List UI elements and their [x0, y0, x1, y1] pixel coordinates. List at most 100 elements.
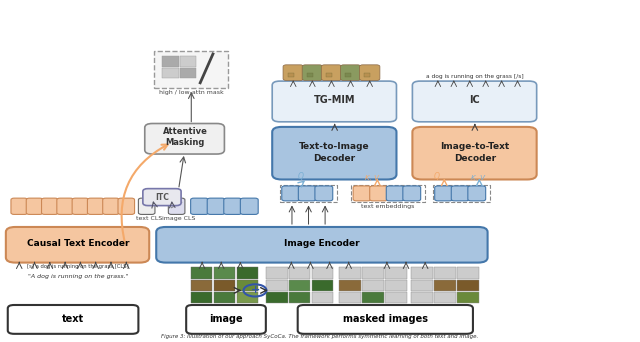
FancyBboxPatch shape: [283, 65, 303, 80]
FancyBboxPatch shape: [154, 51, 228, 88]
FancyBboxPatch shape: [362, 279, 384, 291]
FancyBboxPatch shape: [385, 267, 406, 279]
FancyBboxPatch shape: [88, 198, 104, 214]
FancyBboxPatch shape: [289, 279, 310, 291]
FancyBboxPatch shape: [289, 267, 310, 279]
FancyBboxPatch shape: [434, 279, 456, 291]
FancyBboxPatch shape: [362, 267, 384, 279]
FancyBboxPatch shape: [168, 198, 185, 214]
FancyBboxPatch shape: [451, 186, 469, 201]
Text: +: +: [250, 286, 260, 295]
FancyBboxPatch shape: [11, 198, 28, 214]
FancyBboxPatch shape: [57, 198, 74, 214]
Text: ITC: ITC: [155, 193, 169, 202]
FancyBboxPatch shape: [207, 198, 225, 214]
FancyBboxPatch shape: [191, 267, 212, 279]
FancyBboxPatch shape: [315, 186, 333, 201]
Text: a dog is running on the grass [/s]: a dog is running on the grass [/s]: [426, 74, 524, 79]
FancyBboxPatch shape: [387, 186, 404, 201]
FancyBboxPatch shape: [266, 267, 287, 279]
FancyBboxPatch shape: [237, 279, 258, 291]
FancyBboxPatch shape: [457, 292, 479, 303]
FancyBboxPatch shape: [411, 292, 433, 303]
Text: K, V: K, V: [365, 175, 379, 181]
FancyBboxPatch shape: [412, 81, 537, 122]
FancyBboxPatch shape: [289, 292, 310, 303]
FancyBboxPatch shape: [339, 267, 361, 279]
FancyBboxPatch shape: [370, 186, 388, 201]
FancyBboxPatch shape: [312, 267, 333, 279]
FancyBboxPatch shape: [312, 279, 333, 291]
FancyBboxPatch shape: [385, 279, 406, 291]
FancyBboxPatch shape: [272, 81, 396, 122]
FancyBboxPatch shape: [412, 127, 537, 180]
Text: masked images: masked images: [343, 314, 428, 324]
FancyBboxPatch shape: [272, 127, 396, 180]
FancyBboxPatch shape: [434, 292, 456, 303]
FancyBboxPatch shape: [145, 123, 225, 154]
FancyBboxPatch shape: [266, 279, 287, 291]
FancyBboxPatch shape: [411, 267, 433, 279]
Text: Q: Q: [298, 172, 304, 181]
FancyBboxPatch shape: [457, 279, 479, 291]
FancyBboxPatch shape: [345, 73, 351, 77]
FancyBboxPatch shape: [191, 292, 212, 303]
FancyBboxPatch shape: [340, 65, 361, 80]
FancyBboxPatch shape: [468, 186, 486, 201]
Text: Text-to-Image
Decoder: Text-to-Image Decoder: [300, 142, 370, 163]
Text: IC: IC: [470, 95, 480, 105]
Text: Image-to-Text
Decoder: Image-to-Text Decoder: [440, 142, 509, 163]
FancyBboxPatch shape: [403, 186, 420, 201]
FancyBboxPatch shape: [156, 227, 488, 263]
FancyBboxPatch shape: [162, 67, 179, 78]
Text: Figure 3: Illustration of our approach SyCoCa. The framework performs symmetric : Figure 3: Illustration of our approach S…: [161, 334, 479, 339]
FancyBboxPatch shape: [298, 305, 473, 334]
FancyBboxPatch shape: [180, 56, 196, 67]
Text: [s] a dog is running on the grass [CLS]: [s] a dog is running on the grass [CLS]: [27, 264, 129, 268]
Text: Causal Text Encoder: Causal Text Encoder: [27, 239, 129, 248]
Text: Q: Q: [434, 172, 440, 181]
FancyBboxPatch shape: [102, 198, 119, 214]
Text: "A dog is running on the grass.": "A dog is running on the grass.": [28, 275, 128, 279]
FancyBboxPatch shape: [360, 65, 380, 80]
Text: K, V: K, V: [471, 175, 485, 181]
Text: Attentive
Masking: Attentive Masking: [163, 127, 207, 147]
FancyBboxPatch shape: [312, 292, 333, 303]
FancyBboxPatch shape: [241, 198, 258, 214]
FancyBboxPatch shape: [237, 292, 258, 303]
FancyBboxPatch shape: [191, 279, 212, 291]
FancyBboxPatch shape: [385, 292, 406, 303]
Text: image: image: [209, 314, 243, 324]
FancyBboxPatch shape: [321, 65, 342, 80]
FancyBboxPatch shape: [298, 186, 316, 201]
FancyBboxPatch shape: [138, 198, 155, 214]
FancyBboxPatch shape: [180, 67, 196, 78]
FancyBboxPatch shape: [237, 267, 258, 279]
FancyBboxPatch shape: [435, 186, 452, 201]
FancyBboxPatch shape: [214, 292, 236, 303]
Text: Image Encoder: Image Encoder: [284, 239, 360, 248]
FancyBboxPatch shape: [191, 198, 209, 214]
Text: text CLS: text CLS: [136, 216, 163, 221]
FancyBboxPatch shape: [214, 267, 236, 279]
Text: image CLS: image CLS: [162, 216, 195, 221]
FancyBboxPatch shape: [362, 292, 384, 303]
FancyBboxPatch shape: [339, 292, 361, 303]
Text: high / low-attn mask: high / low-attn mask: [159, 90, 223, 95]
FancyBboxPatch shape: [411, 279, 433, 291]
FancyBboxPatch shape: [339, 279, 361, 291]
Text: TG-MIM: TG-MIM: [314, 95, 355, 105]
Text: text: text: [62, 314, 84, 324]
FancyBboxPatch shape: [302, 65, 323, 80]
FancyBboxPatch shape: [8, 305, 138, 334]
FancyBboxPatch shape: [326, 73, 332, 77]
FancyBboxPatch shape: [307, 73, 313, 77]
FancyBboxPatch shape: [42, 198, 58, 214]
FancyBboxPatch shape: [266, 292, 287, 303]
FancyBboxPatch shape: [353, 186, 371, 201]
FancyBboxPatch shape: [457, 267, 479, 279]
FancyBboxPatch shape: [26, 198, 43, 214]
FancyBboxPatch shape: [162, 56, 179, 67]
FancyBboxPatch shape: [118, 198, 134, 214]
FancyBboxPatch shape: [434, 267, 456, 279]
